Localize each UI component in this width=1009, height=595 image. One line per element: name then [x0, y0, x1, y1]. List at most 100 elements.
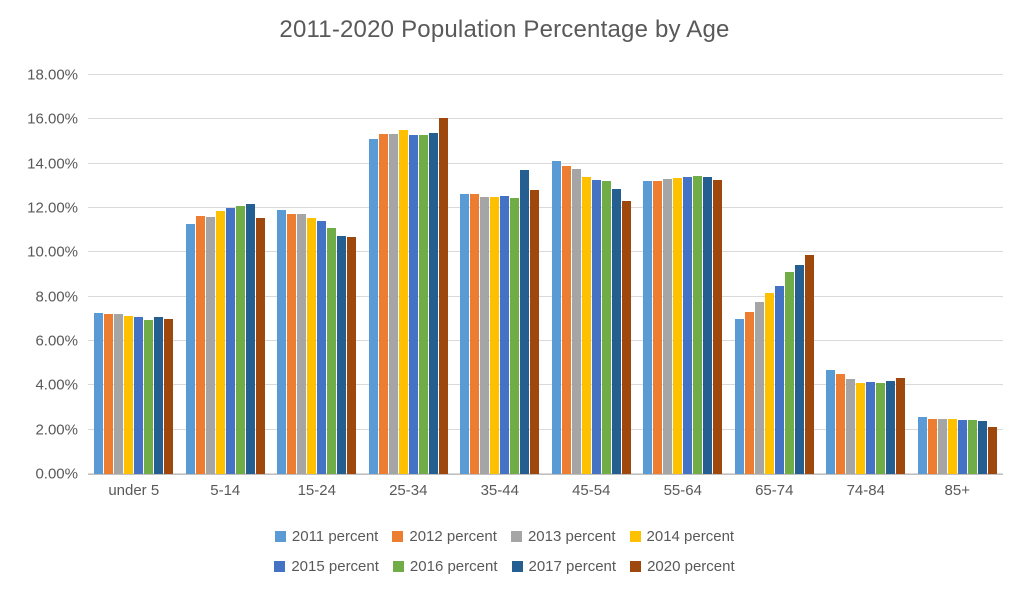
bar-group-under-5: [88, 75, 180, 474]
x-category-label: 45-54: [572, 482, 611, 499]
bar-2017: [154, 316, 164, 474]
bar-2016: [418, 134, 428, 474]
bar-2020: [896, 377, 906, 474]
bar-group-74-84: [820, 75, 912, 474]
x-axis-category-labels: under 5 5-14 15-24 25-34 35-44 45-54 55-64 65-7…: [88, 482, 1003, 499]
bar-2020: [987, 427, 997, 474]
x-category-label: 85+: [944, 482, 970, 499]
bar-2017: [977, 420, 987, 474]
bar-2012: [378, 133, 388, 474]
legend-swatch-icon: [392, 561, 404, 572]
bar-2014: [581, 176, 591, 474]
bar-2015: [866, 382, 876, 474]
legend-swatch-icon: [511, 561, 523, 572]
bar-2015: [500, 195, 510, 474]
bar-2016: [510, 198, 520, 474]
bar-2013: [480, 196, 490, 474]
legend-item-2016: 2016 percent: [392, 558, 498, 575]
y-tick-label: 16.00%: [27, 110, 78, 128]
bar-2015: [317, 221, 327, 474]
y-tick-label: 18.00%: [27, 66, 78, 84]
bar-group-15-24: [271, 75, 363, 474]
y-tick-label: 14.00%: [27, 155, 78, 173]
bar-2014: [947, 418, 957, 474]
bar-2017: [520, 170, 530, 474]
bar-2015: [591, 180, 601, 474]
legend-label: 2013 percent: [527, 528, 616, 545]
legend-item-2012: 2012 percent: [392, 528, 497, 545]
x-category-label: 25-34: [389, 482, 428, 499]
bar-2011: [185, 223, 195, 474]
legend-swatch-icon: [510, 531, 522, 542]
x-category-label: 15-24: [297, 482, 336, 499]
bar-2013: [663, 179, 673, 474]
legend-swatch-icon: [630, 561, 642, 572]
legend-item-2015: 2015 percent: [274, 558, 379, 575]
bar-group-65-74: [729, 75, 821, 474]
bar-2014: [124, 315, 134, 474]
bar-2020: [438, 118, 448, 474]
legend-label: 2020 percent: [647, 558, 735, 575]
bar-2017: [703, 176, 713, 474]
bar-2015: [408, 134, 418, 474]
x-category-label: 5-14: [210, 482, 241, 499]
legend-item-2011: 2011 percent: [274, 528, 379, 545]
gridline: [88, 295, 1003, 297]
y-tick-label: 12.00%: [27, 199, 78, 217]
bar-2015: [225, 208, 235, 474]
legend-item-2020: 2020 percent: [630, 558, 735, 575]
bar-2020: [713, 180, 723, 474]
bar-2014: [490, 196, 500, 474]
bar-2013: [388, 133, 398, 474]
bar-2020: [255, 217, 265, 474]
legend-item-2014: 2014 percent: [629, 528, 735, 545]
legend-swatch-icon: [274, 561, 286, 572]
bar-2017: [428, 132, 438, 474]
bar-2012: [287, 213, 297, 474]
bar-2011: [643, 181, 653, 474]
bar-2016: [144, 319, 154, 474]
bar-2014: [398, 130, 408, 474]
legend: 2011 percent 2012 percent 2013 percent 2014…: [0, 528, 1009, 575]
legend-item-2013: 2013 percent: [510, 528, 616, 545]
gridline: [88, 251, 1003, 253]
bar-2016: [693, 175, 703, 474]
bar-2012: [836, 374, 846, 474]
x-axis-line: [88, 474, 1003, 475]
y-tick-label: 0.00%: [35, 465, 78, 483]
legend-label: 2014 percent: [646, 528, 735, 545]
bar-2012: [561, 165, 571, 474]
x-category-label: under 5: [108, 482, 160, 499]
bar-2011: [917, 417, 927, 474]
legend-swatch-icon: [274, 531, 286, 542]
bar-group-35-44: [454, 75, 546, 474]
bar-2020: [164, 318, 174, 474]
gridline: [88, 428, 1003, 430]
y-tick-label: 6.00%: [35, 332, 78, 350]
bar-2014: [856, 383, 866, 474]
gridline: [88, 473, 1003, 474]
plot-area: 0.00% 2.00% 4.00% 6.00% 8.00% 10.00% 12.00% 14.…: [27, 67, 1003, 483]
gridline: [88, 207, 1003, 209]
bar-group-45-54: [546, 75, 638, 474]
x-category-label: 65-74: [755, 482, 794, 499]
bar-2013: [114, 314, 124, 474]
gridline: [88, 384, 1003, 386]
bar-2011: [551, 161, 561, 474]
bar-2016: [601, 181, 611, 474]
bar-2013: [297, 213, 307, 474]
legend-label: 2011 percent: [291, 528, 379, 545]
bar-2011: [277, 210, 287, 474]
bar-2012: [470, 193, 480, 474]
legend-label: 2015 percent: [291, 558, 379, 575]
legend-label: 2017 percent: [528, 558, 617, 575]
bar-2015: [957, 419, 967, 474]
bar-2015: [683, 176, 693, 474]
bar-2017: [886, 380, 896, 474]
chart-title: 2011-2020 Population Percentage by Age: [279, 16, 730, 43]
y-tick-label: 8.00%: [35, 288, 78, 306]
bar-group-55-64: [637, 75, 729, 474]
bar-2013: [754, 302, 764, 474]
bar-2014: [764, 293, 774, 474]
